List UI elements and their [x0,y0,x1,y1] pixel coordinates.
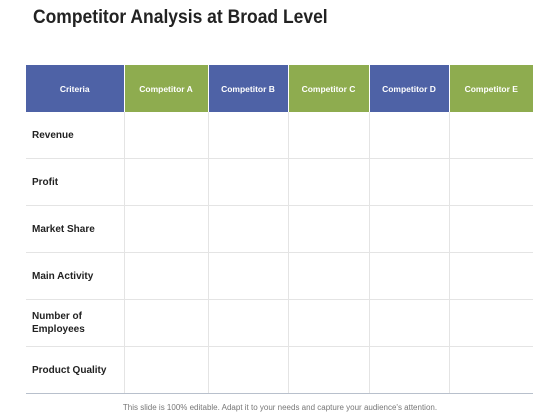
footer-note: This slide is 100% editable. Adapt it to… [122,403,438,412]
table-cell [448,112,533,159]
header-criteria: Criteria [26,65,124,112]
header-competitor-b: Competitor B [207,65,288,112]
table-header-row: Criteria Competitor A Competitor B Compe… [26,65,533,112]
table-cell [368,346,449,394]
table-row: Number of Employees [26,299,533,347]
header-competitor-e: Competitor E [448,65,533,112]
table-cell [368,158,449,206]
table-cell [287,205,369,253]
table-cell [448,252,533,300]
table-cell [287,158,369,206]
table-cell [448,346,533,394]
table-cell [368,299,449,347]
header-competitor-a: Competitor A [123,65,208,112]
row-label-number-of-employees: Number of Employees [26,299,124,347]
table-cell [287,112,369,159]
table-cell [123,205,208,253]
table-cell [287,346,369,394]
row-label-revenue: Revenue [26,112,124,159]
table-cell [207,346,288,394]
table-cell [123,112,208,159]
row-label-product-quality: Product Quality [26,346,124,394]
table-cell [207,299,288,347]
row-label-text: Number of Employees [32,311,85,335]
table-row: Revenue [26,112,533,159]
row-label-profit: Profit [26,158,124,206]
slide-title: Competitor Analysis at Broad Level [33,7,328,28]
table-cell [207,252,288,300]
table-row: Profit [26,158,533,206]
table-cell [207,158,288,206]
table-cell [123,158,208,206]
table-cell [448,299,533,347]
table-row: Product Quality [26,346,533,394]
row-label-market-share: Market Share [26,205,124,253]
table-cell [287,252,369,300]
competitor-table: Criteria Competitor A Competitor B Compe… [26,65,533,394]
table-cell [123,346,208,394]
table-cell [123,299,208,347]
table-cell [207,205,288,253]
table-cell [368,205,449,253]
table-cell [123,252,208,300]
row-label-main-activity: Main Activity [26,252,124,300]
table-row: Main Activity [26,252,533,300]
table-cell [448,205,533,253]
table-cell [368,112,449,159]
table-row: Market Share [26,205,533,253]
table-cell [287,299,369,347]
table-cell [207,112,288,159]
header-competitor-d: Competitor D [368,65,449,112]
table-cell [448,158,533,206]
table-cell [368,252,449,300]
header-competitor-c: Competitor C [287,65,369,112]
